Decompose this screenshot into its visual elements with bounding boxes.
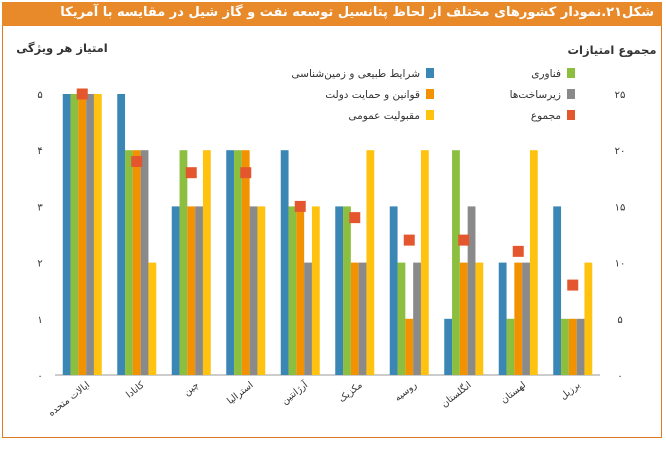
legend-swatch xyxy=(426,68,434,78)
bar xyxy=(125,150,133,375)
figure-title: شکل۲۱.نمودار کشورهای مختلف از لحاظ پتانس… xyxy=(60,5,654,20)
bar xyxy=(132,150,141,375)
bar xyxy=(553,206,562,375)
left-tick-label: ۳ xyxy=(37,202,43,213)
bar xyxy=(444,318,453,375)
category-label: روسیه xyxy=(393,379,420,403)
bar xyxy=(467,206,476,375)
bar xyxy=(148,262,157,375)
bar xyxy=(459,262,468,375)
bar xyxy=(179,150,188,375)
bar xyxy=(78,94,87,375)
total-marker xyxy=(131,155,143,167)
total-marker xyxy=(567,279,579,291)
bar xyxy=(498,262,507,375)
bar xyxy=(420,150,429,375)
legend-swatch xyxy=(426,110,434,120)
bar xyxy=(350,262,359,375)
category-label: کانادا xyxy=(124,379,147,400)
legend-swatch xyxy=(426,89,434,99)
legend-swatch xyxy=(567,89,575,99)
category-label: مکزیک xyxy=(337,380,365,405)
total-marker xyxy=(349,212,361,224)
bar xyxy=(413,262,421,375)
bar xyxy=(187,206,196,375)
bar xyxy=(452,150,460,375)
bar xyxy=(70,94,79,375)
bar xyxy=(561,318,569,375)
bar xyxy=(397,262,406,375)
bar xyxy=(335,206,344,375)
legend-label: فناوری xyxy=(531,68,561,80)
total-marker xyxy=(294,200,306,212)
bar xyxy=(140,150,149,375)
left-tick-label: ۰ xyxy=(37,371,42,382)
right-tick-label: ۲۰ xyxy=(615,146,626,157)
total-marker xyxy=(240,167,252,179)
right-tick-label: ۵ xyxy=(617,315,622,326)
bar xyxy=(288,206,297,375)
bar xyxy=(311,206,320,375)
right-tick-label: ۱۰ xyxy=(615,259,626,270)
legend-label: قوانین و حمایت دولت xyxy=(325,89,420,101)
bar xyxy=(171,206,180,375)
right-tick-label: ۰ xyxy=(617,371,622,382)
bar xyxy=(576,318,585,375)
legend-label: مجموع xyxy=(531,110,561,122)
right-tick-label: ۱۵ xyxy=(615,202,626,213)
bar xyxy=(226,150,235,375)
category-label: انگلستان xyxy=(439,379,474,410)
bar xyxy=(343,206,351,375)
legend-label: مقبولیت عمومی xyxy=(348,110,420,122)
category-label: لهستان xyxy=(499,380,528,406)
left-tick-label: ۵ xyxy=(37,90,42,101)
legend-label: شرایط طبیعی و زمین‌شناسی xyxy=(291,68,420,80)
bar xyxy=(241,150,250,375)
total-marker xyxy=(458,234,470,246)
left-tick-label: ۴ xyxy=(37,146,42,157)
total-marker xyxy=(185,167,197,179)
bar xyxy=(405,318,414,375)
bar xyxy=(568,318,577,375)
bar xyxy=(358,262,367,375)
total-marker xyxy=(76,88,88,100)
bar xyxy=(195,206,203,375)
bar xyxy=(475,262,484,375)
legend-label: زیرساخت‌ها xyxy=(510,89,561,101)
bar xyxy=(117,94,126,375)
category-label: برزیل xyxy=(558,380,582,402)
right-tick-label: ۲۵ xyxy=(615,90,626,101)
category-label: ایالات متحده xyxy=(46,380,92,419)
bar xyxy=(529,150,538,375)
bar xyxy=(234,150,242,375)
total-marker xyxy=(403,234,415,246)
category-label: استرالیا xyxy=(225,380,255,407)
bar xyxy=(366,150,375,375)
bar xyxy=(304,262,312,375)
bar xyxy=(62,94,71,375)
bar xyxy=(257,206,266,375)
left-tick-label: ۲ xyxy=(37,259,42,270)
title-bar: شکل۲۱.نمودار کشورهای مختلف از لحاظ پتانس… xyxy=(2,2,662,26)
bar xyxy=(514,262,523,375)
bar xyxy=(389,206,398,375)
legend-swatch xyxy=(567,110,575,120)
bar xyxy=(280,150,289,375)
bar xyxy=(506,318,515,375)
bar xyxy=(93,94,102,375)
bar xyxy=(202,150,211,375)
left-axis-title: امتیاز هر ویژگی xyxy=(16,41,107,56)
total-marker xyxy=(512,245,524,257)
legend-swatch xyxy=(567,68,575,78)
left-tick-label: ۱ xyxy=(37,315,42,326)
category-label: چین xyxy=(182,380,201,399)
bar xyxy=(584,262,593,375)
bar xyxy=(86,94,94,375)
category-label: آرژانتین xyxy=(278,378,310,407)
bar xyxy=(296,206,305,375)
right-axis-title: مجموع امتیازات xyxy=(567,43,656,58)
bar xyxy=(249,206,258,375)
bar xyxy=(522,262,530,375)
